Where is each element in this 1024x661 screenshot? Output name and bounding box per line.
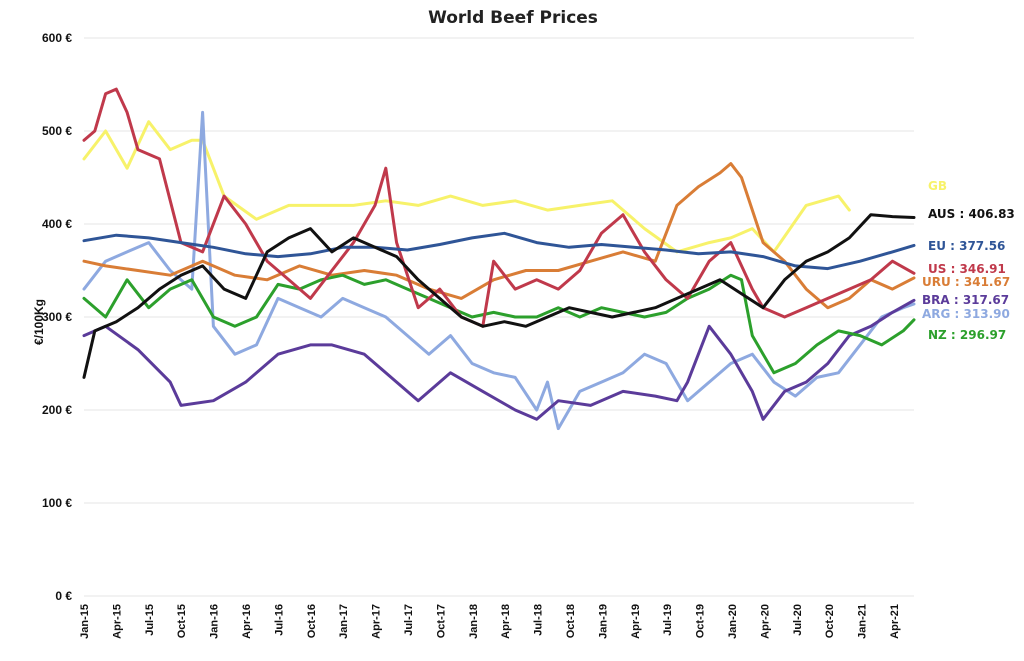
end-label-gb: GB	[928, 179, 947, 193]
series-line-gb	[82, 120, 851, 254]
series-line-nz	[82, 273, 916, 375]
series-line-aus	[82, 213, 916, 379]
x-tick-label: Jan-16	[209, 604, 221, 639]
y-tick-label: 100 €	[42, 496, 72, 510]
end-labels: GB AUS : 406.83 EU : 377.56 US : 346.91URU …	[922, 179, 1015, 342]
x-tick-label: Jul-19	[662, 604, 674, 636]
chart-title: World Beef Prices	[428, 8, 598, 28]
x-tick-label: Jan-19	[597, 604, 609, 639]
series-line-eu	[82, 231, 916, 271]
x-tick-label: Jul-16	[273, 604, 285, 636]
end-label-bra: BRA : 317.67	[922, 293, 1009, 307]
end-label-us: US : 346.91	[928, 262, 1006, 276]
x-tick-label: Oct-20	[824, 604, 836, 638]
x-tick-label: Apr-16	[241, 604, 253, 639]
series-line-uru	[82, 162, 916, 310]
gridlines	[84, 37, 914, 597]
series-lines	[82, 87, 916, 431]
x-tick-label: Oct-18	[565, 604, 577, 638]
x-tick-label: Jul-15	[144, 604, 156, 636]
x-tick-label: Oct-16	[306, 604, 318, 638]
end-label-eu: EU : 377.56	[928, 239, 1005, 253]
y-tick-label: 600 €	[42, 31, 72, 45]
series-line-bra	[82, 298, 916, 421]
end-label-arg: ARG : 313.90	[922, 307, 1010, 321]
x-tick-label: Jul-18	[533, 604, 545, 636]
end-label-nz: NZ : 296.97	[928, 328, 1006, 342]
end-label-aus: AUS : 406.83	[928, 207, 1015, 221]
series-line-arg	[82, 110, 916, 431]
x-tick-label: Apr-21	[889, 604, 901, 639]
y-tick-label: 200 €	[42, 403, 72, 417]
x-tick-label: Oct-17	[435, 604, 447, 638]
y-tick-label: 400 €	[42, 217, 72, 231]
x-tick-label: Oct-15	[176, 604, 188, 638]
x-tick-label: Jan-18	[468, 604, 480, 639]
x-tick-label: Jan-20	[727, 604, 739, 639]
x-tick-label: Jul-20	[792, 604, 804, 636]
y-tick-label: 500 €	[42, 124, 72, 138]
x-tick-label: Apr-20	[759, 604, 771, 639]
x-axis-ticks: Jan-15 Apr-15 Jul-15 Oct-15 Jan-16 Apr-16 Jul-…	[79, 604, 901, 639]
y-tick-label: 300 €	[42, 310, 72, 324]
x-tick-label: Jan-15	[79, 604, 91, 639]
x-tick-label: Oct-19	[695, 604, 707, 638]
y-axis-label: €/100Kg	[32, 299, 46, 345]
x-tick-label: Apr-19	[630, 604, 642, 639]
y-axis-ticks: 0 € 100 € 200 € 300 € 400 € 500 € 600 €	[42, 31, 72, 603]
y-tick-label: 0 €	[55, 589, 72, 603]
x-tick-label: Apr-15	[111, 604, 123, 639]
x-tick-label: Jul-17	[403, 604, 415, 636]
x-tick-label: Jan-21	[857, 604, 869, 639]
x-tick-label: Apr-17	[371, 604, 383, 639]
x-tick-label: Jan-17	[338, 604, 350, 639]
x-tick-label: Apr-18	[500, 604, 512, 639]
end-label-uru: URU : 341.67	[922, 275, 1010, 289]
